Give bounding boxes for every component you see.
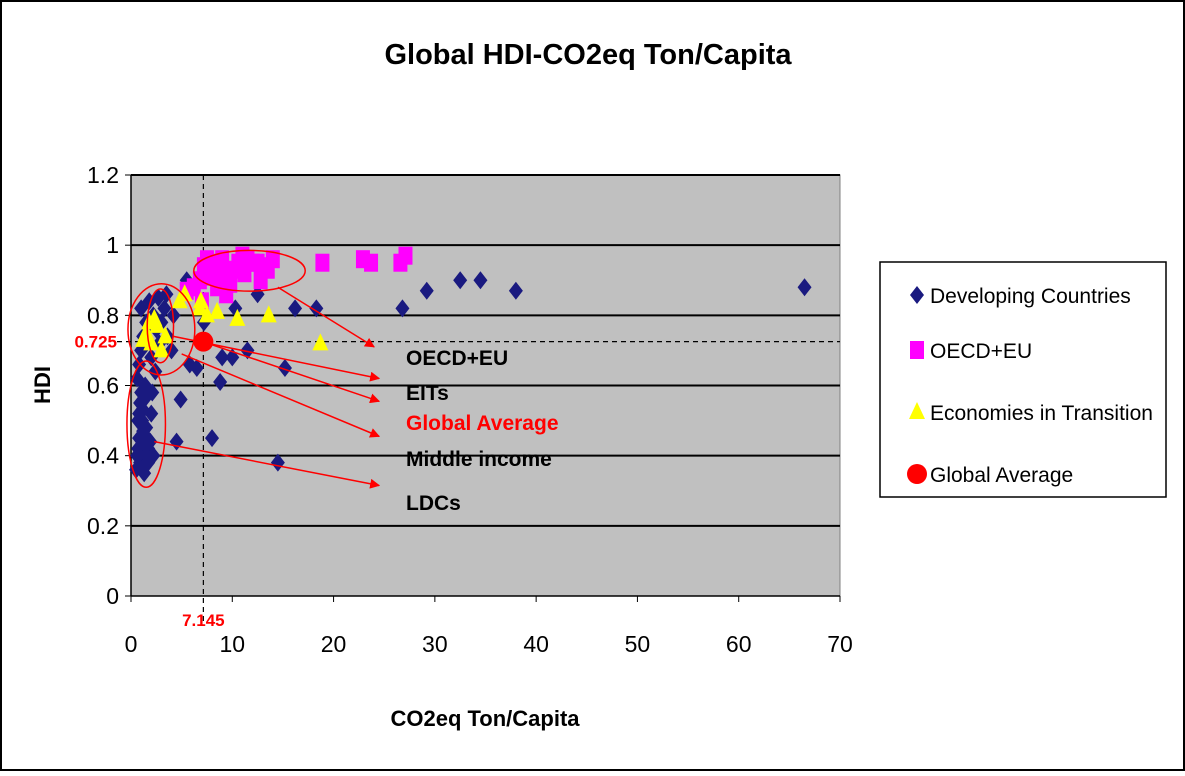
annotation-arrow [173,335,381,382]
annotation-ellipse [193,249,306,292]
annotation-label: Middle income [406,448,552,471]
y-tick-label: 0.2 [87,513,119,539]
data-point [157,299,172,318]
data-point [143,432,158,451]
data-point [265,250,280,269]
x-tick-label: 40 [523,631,549,657]
annotation-label: Global Average [406,412,559,435]
data-point [138,322,155,340]
annotation-arrow [181,353,381,438]
data-point [153,340,170,358]
x-tick-label: 60 [726,631,752,657]
annotation-label: EITs [406,382,449,405]
legend-marker [907,464,927,484]
data-point [508,281,523,300]
annotation-arrow [207,342,381,404]
legend: Developing Countries OECD+EU Economies in … [879,261,1167,498]
data-point [146,446,161,465]
data-point [157,326,174,344]
y-tick-label: 1.2 [87,162,119,188]
data-point [253,271,268,290]
y-tick-label: 0 [106,583,119,609]
x-tick-label: 20 [321,631,347,657]
y-tick-label: 0.4 [87,443,119,469]
data-point [398,246,413,265]
data-point [315,253,330,272]
series-3 [193,331,214,352]
legend-marker [909,402,925,419]
data-point [176,284,193,302]
annotation-arrow [154,440,381,489]
data-point [145,383,160,402]
data-point [209,301,226,319]
annotations: OECD+EU EITs Global Average Middle income LD… [126,249,559,515]
data-point [143,333,160,351]
annotation-ellipse [126,360,167,488]
x-tick-label: 70 [827,631,853,657]
x-reference-label: 7.145 [182,611,225,630]
data-point [229,308,246,326]
data-point [213,372,228,391]
data-point [218,264,233,283]
data-point [173,390,188,409]
y-axis-label: HDI [30,366,55,404]
data-point [288,299,303,318]
annotation-label: LDCs [406,492,461,515]
legend-label: Developing Countries [930,285,1131,308]
legend-label: Global Average [930,464,1073,487]
legend-marker [910,286,924,304]
legend-label: Economies in Transition [930,402,1153,425]
x-tick-label: 10 [219,631,245,657]
data-point [192,291,209,309]
x-axis-label: CO2eq Ton/Capita [390,706,580,731]
data-point [149,315,166,333]
data-point [260,305,277,323]
data-point [205,429,220,448]
annotation-ellipse [127,283,196,376]
grid-lines [131,174,840,527]
annotation-arrow [277,286,375,348]
data-point [312,333,329,351]
y-tick-label: 1 [106,232,119,258]
y-reference-label: 0.725 [74,333,117,352]
y-tick-label: 0.8 [87,302,119,328]
data-point [193,331,214,352]
x-tick-label: 30 [422,631,448,657]
data-point [797,278,812,297]
legend-box [879,261,1167,498]
legend-label: OECD+EU [930,340,1032,363]
reference-lines: 7.145 0.725 [74,175,840,630]
y-tick-label: 0.6 [87,373,119,399]
chart-title: Global HDI-CO2eq Ton/Capita [384,39,792,71]
annotation-ellipse [146,288,175,364]
data-point [215,348,230,367]
data-point [139,418,154,437]
data-point [277,358,292,377]
data-point [189,358,204,377]
data-point [130,369,145,388]
data-point [270,453,285,472]
annotation-label: OECD+EU [406,347,508,370]
data-point [199,250,214,269]
data-point [250,285,265,304]
data-point [215,250,230,269]
data-point [453,271,468,290]
data-point [473,271,488,290]
data-point [144,348,159,367]
data-points [129,246,812,483]
legend-marker [910,341,924,359]
data-point [237,264,252,283]
data-point [144,404,159,423]
series-2 [135,284,329,358]
x-tick-label: 50 [625,631,651,657]
data-point [419,281,434,300]
data-point [395,299,410,318]
axes: 0 0.2 0.4 0.6 0.8 1 1.2 0 10 20 30 40 50 60 70 [87,162,853,657]
x-tick-label: 0 [125,631,138,657]
data-point [364,253,379,272]
